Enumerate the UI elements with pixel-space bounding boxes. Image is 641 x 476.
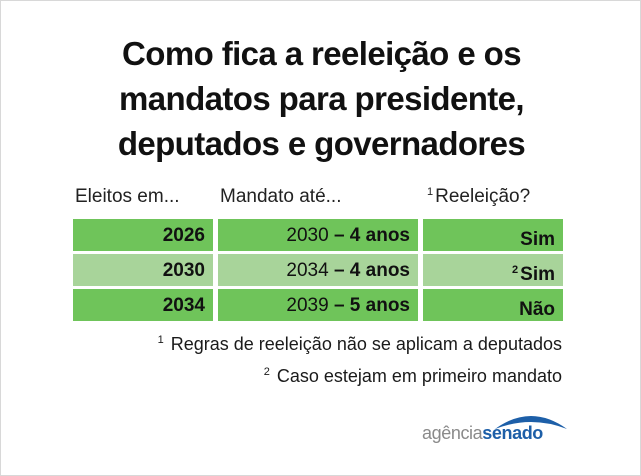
cell-reelection: 2 Sim [423,254,563,286]
cell-term: 2034 – 4 anos [218,254,418,286]
reelection-value: Sim [520,264,555,285]
term-end-year: 2030 [286,225,329,246]
footnote-text: Regras de reeleição não se aplicam a dep… [170,334,562,354]
cell-term: 2039 – 5 anos [218,289,418,321]
cell-term: 2030 – 4 anos [218,219,418,251]
header-term-until: Mandato até... [220,186,342,207]
term-duration: – 4 anos [333,225,410,246]
cell-year: 2034 [73,289,213,321]
header-reelection-note: 1 [427,186,434,198]
footnote-mark: 2 [263,366,270,378]
reelection-note: 2 [512,264,519,276]
reelection-value: Sim [520,229,555,250]
logo-word-agencia: agência [422,423,483,443]
term-duration: – 5 anos [333,295,410,316]
cell-year: 2030 [73,254,213,286]
agencia-senado-arc-icon [495,416,567,429]
reelection-value: Não [519,299,555,320]
header-reelection-label: Reeleição? [435,186,531,207]
table-row: 2030 2034 – 4 anos 2 Sim [73,254,563,286]
title-line-3: deputados e governadores [117,125,526,162]
footnote-mark: 1 [157,334,164,346]
logo-word-senado: senado [482,423,543,443]
title-line-2: mandatos para presidente, [119,80,525,117]
footnote-text: Caso estejam em primeiro mandato [276,366,562,386]
infographic-title: Como fica a reeleição e os mandatos para… [61,31,582,166]
term-end-year: 2034 [286,260,329,281]
cell-reelection: Sim [423,219,563,251]
logo-wordmark: agênciasenado [422,423,543,444]
cell-year: 2026 [73,219,213,251]
table-row: 2034 2039 – 5 anos Não [73,289,563,321]
title-line-1: Como fica a reeleição e os [122,35,522,72]
header-reelection: 1 Reeleição? [427,186,530,208]
footnote-1: 1 Regras de reeleição não se aplicam a d… [158,334,562,355]
header-elected-in: Eleitos em... [75,186,180,207]
footnote-2: 2 Caso estejam em primeiro mandato [264,366,562,387]
term-end-year: 2039 [286,295,329,316]
term-duration: – 4 anos [333,260,410,281]
agencia-senado-logo: agênciasenado [422,409,572,449]
cell-reelection: Não [423,289,563,321]
table-row: 2026 2030 – 4 anos Sim [73,219,563,251]
